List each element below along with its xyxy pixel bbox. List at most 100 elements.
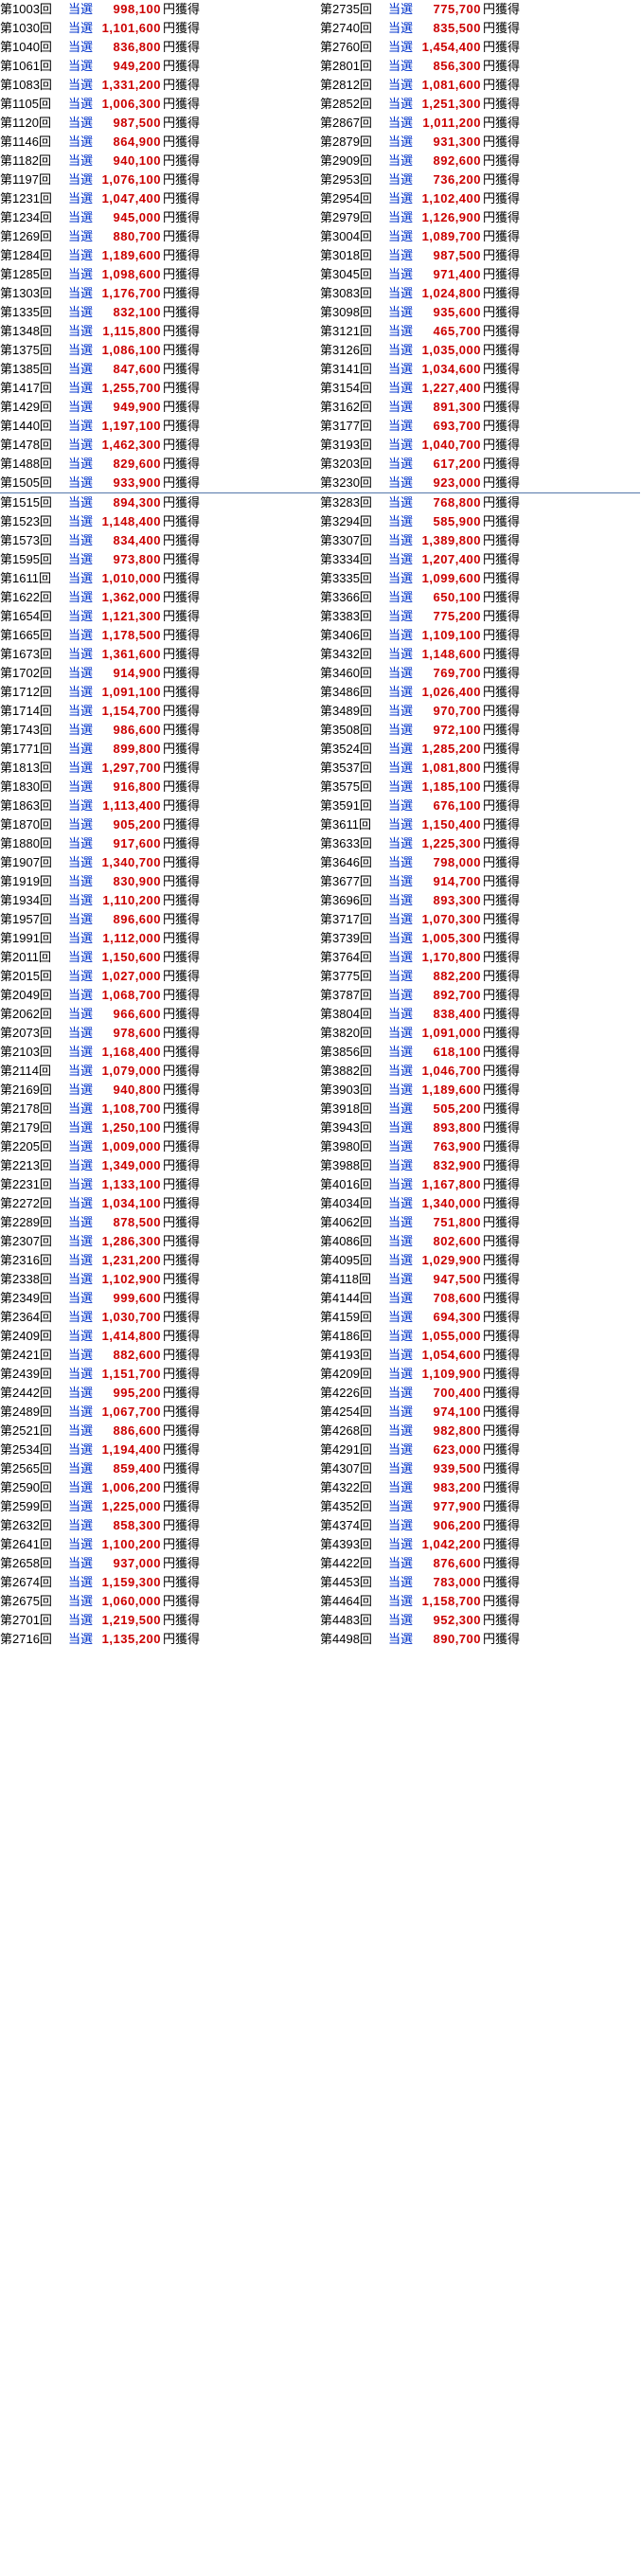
round-number: 第3980回 [320,1137,388,1156]
amount: 617,200 [417,455,483,474]
result-row: 第2701回当選1,219,500円獲得 [0,1611,320,1630]
round-number: 第3432回 [320,645,388,664]
round-number: 第1488回 [0,455,68,474]
amount: 1,109,900 [417,1365,483,1384]
yen-suffix: 円獲得 [483,1422,520,1440]
round-number: 第1743回 [0,721,68,740]
amount: 830,900 [97,872,163,891]
yen-suffix: 円獲得 [483,569,520,588]
win-label: 当選 [68,815,97,834]
round-number: 第3903回 [320,1081,388,1100]
win-label: 当選 [68,1251,97,1270]
win-label: 当選 [68,455,97,474]
win-label: 当選 [68,1422,97,1440]
round-number: 第2409回 [0,1327,68,1346]
win-label: 当選 [388,1137,417,1156]
win-label: 当選 [68,531,97,550]
win-label: 当選 [388,455,417,474]
amount: 876,600 [417,1554,483,1573]
yen-suffix: 円獲得 [163,1270,200,1289]
yen-suffix: 円獲得 [163,208,200,227]
round-number: 第1269回 [0,227,68,246]
win-label: 当選 [68,948,97,967]
round-number: 第3918回 [320,1100,388,1118]
result-row: 第2674回当選1,159,300円獲得 [0,1573,320,1592]
amount: 1,035,000 [417,341,483,360]
result-row: 第4209回当選1,109,900円獲得 [320,1365,640,1384]
amount: 1,034,600 [417,360,483,379]
yen-suffix: 円獲得 [483,1270,520,1289]
result-row: 第3918回当選505,200円獲得 [320,1100,640,1118]
round-number: 第2632回 [0,1516,68,1535]
result-row: 第4062回当選751,800円獲得 [320,1213,640,1232]
yen-suffix: 円獲得 [163,588,200,607]
result-row: 第1234回当選945,000円獲得 [0,208,320,227]
yen-suffix: 円獲得 [483,948,520,967]
amount: 986,600 [97,721,163,740]
result-row: 第4159回当選694,300円獲得 [320,1308,640,1327]
amount: 751,800 [417,1213,483,1232]
amount: 880,700 [97,227,163,246]
yen-suffix: 円獲得 [163,1156,200,1175]
win-label: 当選 [68,1289,97,1308]
result-row: 第2740回当選835,500円獲得 [320,19,640,38]
round-number: 第2565回 [0,1459,68,1478]
round-number: 第1040回 [0,38,68,57]
round-number: 第4193回 [320,1346,388,1365]
yen-suffix: 円獲得 [163,1100,200,1118]
round-number: 第2521回 [0,1422,68,1440]
result-row: 第1303回当選1,176,700円獲得 [0,284,320,303]
win-label: 当選 [68,702,97,721]
win-label: 当選 [388,1156,417,1175]
round-number: 第4268回 [320,1422,388,1440]
round-number: 第3098回 [320,303,388,322]
round-number: 第3334回 [320,550,388,569]
round-number: 第1523回 [0,512,68,531]
result-row: 第2760回当選1,454,400円獲得 [320,38,640,57]
yen-suffix: 円獲得 [163,1554,200,1573]
amount: 931,300 [417,133,483,152]
amount: 736,200 [417,170,483,189]
result-row: 第1505回当選933,900円獲得 [0,474,320,492]
yen-suffix: 円獲得 [163,1611,200,1630]
amount: 1,189,600 [97,246,163,265]
yen-suffix: 円獲得 [483,227,520,246]
win-label: 当選 [388,1270,417,1289]
amount: 1,148,600 [417,645,483,664]
amount: 802,600 [417,1232,483,1251]
amount: 1,331,200 [97,76,163,95]
win-label: 当選 [68,1440,97,1459]
result-row: 第3611回当選1,150,400円獲得 [320,815,640,834]
win-label: 当選 [68,721,97,740]
round-number: 第4498回 [320,1630,388,1649]
result-row: 第2316回当選1,231,200円獲得 [0,1251,320,1270]
amount: 914,700 [417,872,483,891]
yen-suffix: 円獲得 [163,1175,200,1194]
amount: 893,300 [417,891,483,910]
round-number: 第3489回 [320,702,388,721]
result-row: 第3126回当選1,035,000円獲得 [320,341,640,360]
amount: 859,400 [97,1459,163,1478]
round-number: 第4374回 [320,1516,388,1535]
round-number: 第4453回 [320,1573,388,1592]
win-label: 当選 [388,531,417,550]
yen-suffix: 円獲得 [483,664,520,683]
win-label: 当選 [68,1005,97,1024]
result-row: 第1040回当選836,800円獲得 [0,38,320,57]
yen-suffix: 円獲得 [163,1478,200,1497]
yen-suffix: 円獲得 [163,834,200,853]
result-row: 第1523回当選1,148,400円獲得 [0,512,320,531]
win-label: 当選 [388,986,417,1005]
yen-suffix: 円獲得 [163,626,200,645]
result-row: 第1182回当選940,100円獲得 [0,152,320,170]
yen-suffix: 円獲得 [163,114,200,133]
result-row: 第4453回当選783,000円獲得 [320,1573,640,1592]
round-number: 第2439回 [0,1365,68,1384]
amount: 1,227,400 [417,379,483,398]
result-row: 第1595回当選973,800円獲得 [0,550,320,569]
yen-suffix: 円獲得 [483,834,520,853]
amount: 700,400 [417,1384,483,1403]
amount: 585,900 [417,512,483,531]
round-number: 第4422回 [320,1554,388,1573]
amount: 1,081,800 [417,759,483,778]
